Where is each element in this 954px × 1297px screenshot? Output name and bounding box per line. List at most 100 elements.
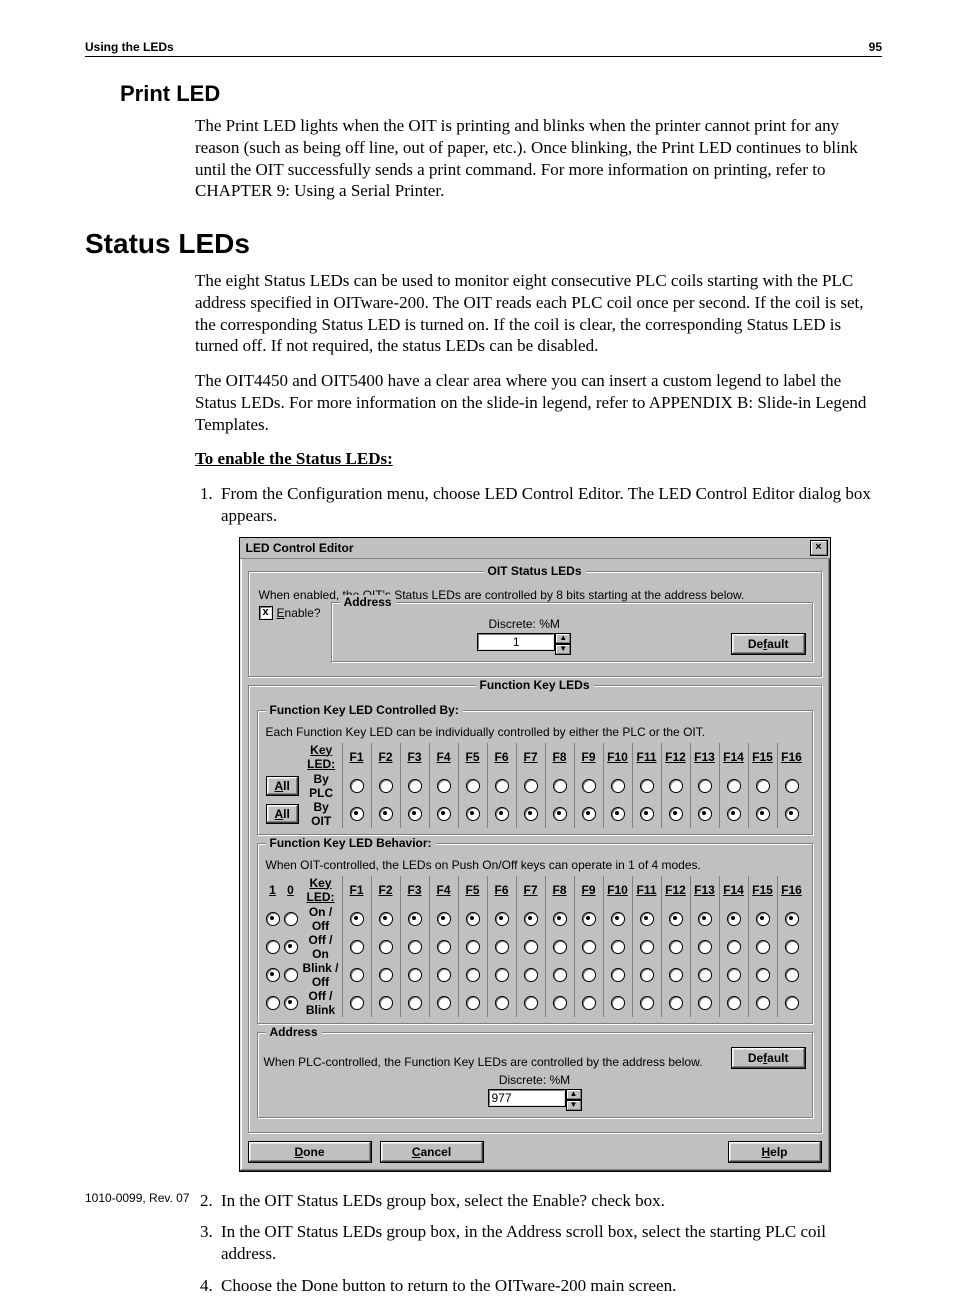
radio-button[interactable] bbox=[785, 807, 799, 821]
radio-button[interactable] bbox=[466, 807, 480, 821]
radio-button[interactable] bbox=[524, 996, 538, 1010]
radio-button[interactable] bbox=[437, 807, 451, 821]
fk-address-value[interactable]: 977 bbox=[488, 1089, 566, 1107]
radio-button[interactable] bbox=[350, 807, 364, 821]
radio-button[interactable] bbox=[379, 807, 393, 821]
radio-button[interactable] bbox=[669, 968, 683, 982]
radio-button[interactable] bbox=[669, 940, 683, 954]
radio-button[interactable] bbox=[379, 940, 393, 954]
radio-button[interactable] bbox=[698, 779, 712, 793]
radio-button[interactable] bbox=[727, 779, 741, 793]
radio-button[interactable] bbox=[408, 996, 422, 1010]
radio-button[interactable] bbox=[727, 807, 741, 821]
radio-button[interactable] bbox=[611, 996, 625, 1010]
radio-button[interactable] bbox=[350, 912, 364, 926]
radio-button[interactable] bbox=[350, 996, 364, 1010]
help-button[interactable]: Help bbox=[728, 1141, 822, 1163]
radio-button[interactable] bbox=[640, 779, 654, 793]
radio-button[interactable] bbox=[640, 807, 654, 821]
spin-up-icon[interactable]: ▲ bbox=[555, 633, 571, 644]
radio-button[interactable] bbox=[785, 996, 799, 1010]
spin-down-icon[interactable]: ▼ bbox=[555, 644, 571, 655]
radio-button[interactable] bbox=[437, 779, 451, 793]
radio-button[interactable] bbox=[524, 807, 538, 821]
radio-button[interactable] bbox=[611, 940, 625, 954]
radio-button[interactable] bbox=[640, 912, 654, 926]
radio-button[interactable] bbox=[524, 779, 538, 793]
radio-button[interactable] bbox=[408, 912, 422, 926]
radio-button[interactable] bbox=[524, 940, 538, 954]
radio-button[interactable] bbox=[553, 996, 567, 1010]
radio-button[interactable] bbox=[582, 912, 596, 926]
radio-button[interactable] bbox=[582, 940, 596, 954]
radio-button[interactable] bbox=[727, 912, 741, 926]
radio-button[interactable] bbox=[611, 968, 625, 982]
radio-button[interactable] bbox=[756, 940, 770, 954]
radio-button[interactable] bbox=[756, 779, 770, 793]
radio-button[interactable] bbox=[466, 940, 480, 954]
radio-button[interactable] bbox=[669, 779, 683, 793]
radio-button[interactable] bbox=[756, 912, 770, 926]
oit-address-spinner[interactable]: 1 ▲▼ bbox=[477, 633, 571, 655]
enable-checkbox[interactable]: x Enable? bbox=[259, 606, 321, 620]
radio-button[interactable] bbox=[698, 996, 712, 1010]
radio-button[interactable] bbox=[495, 912, 509, 926]
radio-button[interactable] bbox=[350, 779, 364, 793]
radio-button[interactable] bbox=[437, 940, 451, 954]
radio-button[interactable] bbox=[495, 807, 509, 821]
radio-button[interactable] bbox=[408, 968, 422, 982]
radio-button[interactable] bbox=[350, 940, 364, 954]
radio-button[interactable] bbox=[727, 940, 741, 954]
radio-button[interactable] bbox=[495, 779, 509, 793]
radio-button[interactable] bbox=[408, 779, 422, 793]
spin-up-icon[interactable]: ▲ bbox=[566, 1089, 582, 1100]
radio-button[interactable] bbox=[408, 807, 422, 821]
radio-button[interactable] bbox=[611, 912, 625, 926]
radio-button[interactable] bbox=[553, 968, 567, 982]
radio-button[interactable] bbox=[553, 779, 567, 793]
radio-button[interactable] bbox=[669, 912, 683, 926]
done-button[interactable]: Done bbox=[248, 1141, 372, 1163]
radio-button[interactable] bbox=[350, 968, 364, 982]
radio-button[interactable] bbox=[553, 807, 567, 821]
radio-button[interactable] bbox=[698, 807, 712, 821]
cancel-button[interactable]: Cancel bbox=[380, 1141, 484, 1163]
radio-button[interactable] bbox=[756, 807, 770, 821]
radio-button[interactable] bbox=[785, 779, 799, 793]
fk-default-button[interactable]: Default bbox=[731, 1047, 806, 1069]
radio-button[interactable] bbox=[640, 940, 654, 954]
radio-button[interactable] bbox=[582, 779, 596, 793]
all-button[interactable]: All bbox=[266, 776, 299, 796]
radio-button[interactable] bbox=[669, 996, 683, 1010]
radio-button[interactable] bbox=[495, 968, 509, 982]
radio-button[interactable] bbox=[553, 912, 567, 926]
radio-button[interactable] bbox=[408, 940, 422, 954]
radio-button[interactable] bbox=[756, 996, 770, 1010]
radio-button[interactable] bbox=[437, 912, 451, 926]
oit-default-button[interactable]: Default bbox=[731, 633, 806, 655]
radio-button[interactable] bbox=[437, 996, 451, 1010]
radio-button[interactable] bbox=[698, 940, 712, 954]
radio-button[interactable] bbox=[582, 968, 596, 982]
radio-button[interactable] bbox=[524, 912, 538, 926]
radio-button[interactable] bbox=[379, 912, 393, 926]
radio-button[interactable] bbox=[785, 940, 799, 954]
radio-button[interactable] bbox=[524, 968, 538, 982]
spin-down-icon[interactable]: ▼ bbox=[566, 1100, 582, 1111]
close-icon[interactable]: × bbox=[810, 540, 828, 556]
radio-button[interactable] bbox=[669, 807, 683, 821]
fk-address-spinner[interactable]: 977 ▲▼ bbox=[488, 1089, 582, 1111]
radio-button[interactable] bbox=[611, 779, 625, 793]
all-button[interactable]: All bbox=[266, 804, 299, 824]
radio-button[interactable] bbox=[379, 779, 393, 793]
radio-button[interactable] bbox=[785, 968, 799, 982]
radio-button[interactable] bbox=[495, 996, 509, 1010]
radio-button[interactable] bbox=[553, 940, 567, 954]
radio-button[interactable] bbox=[756, 968, 770, 982]
radio-button[interactable] bbox=[582, 807, 596, 821]
radio-button[interactable] bbox=[582, 996, 596, 1010]
radio-button[interactable] bbox=[727, 996, 741, 1010]
radio-button[interactable] bbox=[437, 968, 451, 982]
radio-button[interactable] bbox=[379, 996, 393, 1010]
radio-button[interactable] bbox=[727, 968, 741, 982]
